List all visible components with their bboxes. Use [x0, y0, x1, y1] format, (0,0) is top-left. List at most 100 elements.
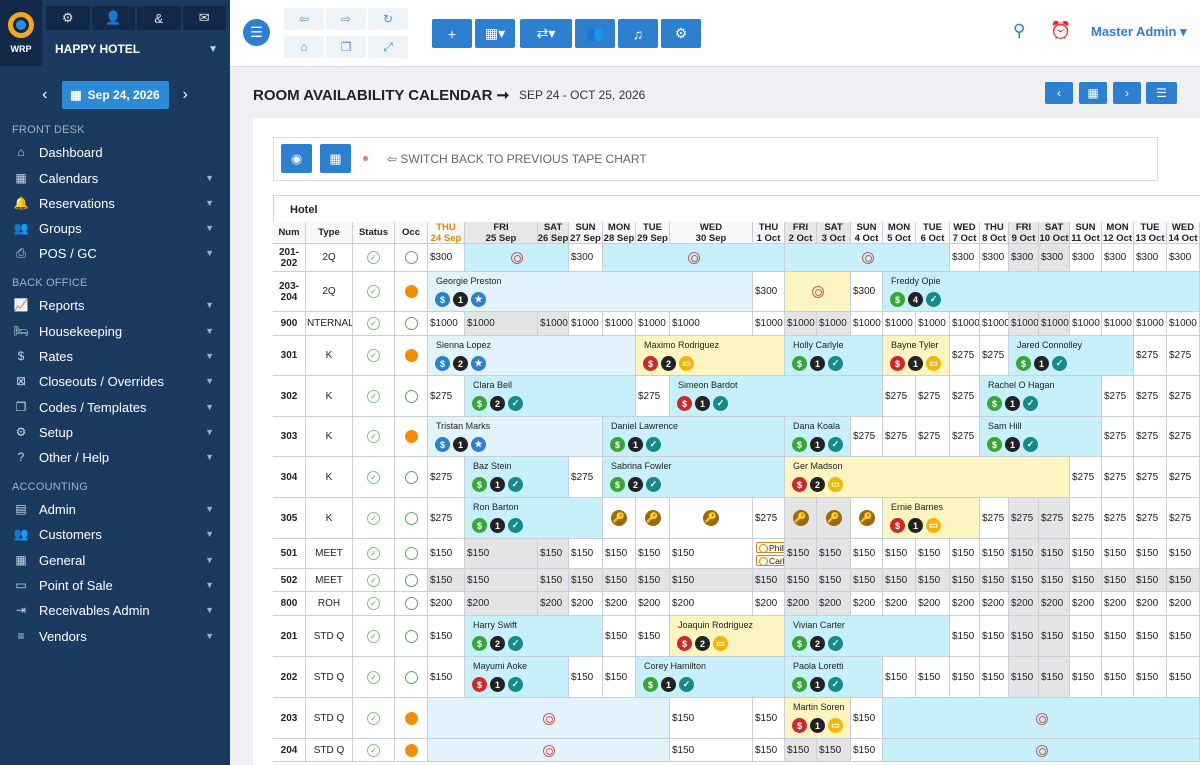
room-number[interactable]: 304: [273, 457, 306, 498]
copy-icon[interactable]: ❐: [326, 36, 366, 58]
reservation-block[interactable]: Tristan Marks $1 ★: [428, 417, 603, 457]
day-cell[interactable]: $150: [950, 539, 980, 569]
day-cell[interactable]: $150: [785, 569, 817, 592]
day-cell[interactable]: $300: [1039, 244, 1070, 272]
day-cell[interactable]: $275: [916, 376, 950, 417]
day-cell[interactable]: $150: [1009, 657, 1039, 698]
reservation-block[interactable]: Mayumi Aoke $1 ✓: [465, 657, 569, 698]
day-cell[interactable]: $150: [1134, 569, 1167, 592]
switch-back-link[interactable]: ⇦ SWITCH BACK TO PREVIOUS TAPE CHART: [387, 152, 647, 166]
day-cell[interactable]: $275: [1167, 498, 1200, 539]
day-cell[interactable]: $150: [950, 657, 980, 698]
day-cell[interactable]: $150: [1102, 657, 1134, 698]
day-cell[interactable]: $200: [465, 592, 538, 616]
linked-block[interactable]: [785, 272, 851, 312]
day-cell[interactable]: $200: [1009, 592, 1039, 616]
day-cell[interactable]: $1000: [1102, 312, 1134, 336]
room-number[interactable]: 301: [273, 336, 306, 376]
day-cell[interactable]: $150: [785, 739, 817, 762]
room-number[interactable]: 303: [273, 417, 306, 457]
linked-block[interactable]: [883, 698, 1200, 739]
day-cell[interactable]: $150: [1167, 657, 1200, 698]
day-cell[interactable]: $150: [1009, 539, 1039, 569]
day-cell[interactable]: $150: [883, 539, 916, 569]
day-cell[interactable]: $150: [1167, 569, 1200, 592]
day-cell[interactable]: $275: [1102, 498, 1134, 539]
room-number[interactable]: 502: [273, 569, 306, 592]
day-cell[interactable]: $275: [1070, 457, 1102, 498]
add-user-icon[interactable]: 👤: [91, 6, 135, 30]
col-header-occ[interactable]: Occ: [395, 222, 428, 244]
sidebar-item-reports[interactable]: 📈 Reports ▼: [0, 294, 230, 316]
prev-date-icon[interactable]: ‹: [42, 86, 48, 103]
day-cell[interactable]: $275: [753, 498, 785, 539]
day-cell[interactable]: $275: [569, 457, 603, 498]
day-cell[interactable]: $150: [428, 539, 465, 569]
day-cell[interactable]: $300: [753, 272, 785, 312]
day-cell[interactable]: $150: [569, 539, 603, 569]
day-cell[interactable]: $1000: [817, 312, 851, 336]
day-cell[interactable]: $1000: [538, 312, 569, 336]
day-cell[interactable]: $150: [851, 569, 883, 592]
next-period-button[interactable]: ›: [1113, 82, 1141, 104]
day-cell[interactable]: $275: [883, 417, 916, 457]
housekeeping-button[interactable]: ♫: [618, 19, 658, 48]
day-cell[interactable]: $150: [1039, 616, 1070, 657]
calendar-view-button[interactable]: ▦: [320, 144, 351, 173]
day-cell[interactable]: $275: [883, 376, 916, 417]
day-cell[interactable]: $150: [428, 569, 465, 592]
room-status[interactable]: ✓: [353, 739, 395, 762]
day-cell[interactable]: $150: [670, 569, 753, 592]
day-cell[interactable]: $150: [465, 539, 538, 569]
reservation-block[interactable]: Dana Koala $1 ✓: [785, 417, 851, 457]
day-cell[interactable]: $150: [636, 569, 670, 592]
room-status[interactable]: ✓: [353, 312, 395, 336]
day-cell[interactable]: $150: [916, 657, 950, 698]
day-cell[interactable]: $275: [1102, 457, 1134, 498]
day-cell[interactable]: $150: [603, 539, 636, 569]
day-cell[interactable]: $200: [1167, 592, 1200, 616]
day-cell[interactable]: $275: [1134, 457, 1167, 498]
room-status[interactable]: ✓: [353, 457, 395, 498]
reservation-block[interactable]: Georgie Preston $1 ★: [428, 272, 753, 312]
reservation-block[interactable]: Sienna Lopez $2 ★: [428, 336, 636, 376]
sidebar-item-groups[interactable]: 👥 Groups ▼: [0, 217, 230, 239]
day-cell[interactable]: $200: [980, 592, 1009, 616]
room-status[interactable]: ✓: [353, 616, 395, 657]
room-number[interactable]: 202: [273, 657, 306, 698]
room-status[interactable]: ✓: [353, 272, 395, 312]
day-cell[interactable]: $200: [753, 592, 785, 616]
day-cell[interactable]: $150: [1102, 616, 1134, 657]
room-status[interactable]: ✓: [353, 498, 395, 539]
day-cell[interactable]: $275: [1009, 498, 1039, 539]
day-cell[interactable]: $150: [883, 657, 916, 698]
sidebar-item-point-of-sale[interactable]: ▭ Point of Sale ▼: [0, 574, 230, 596]
linked-block[interactable]: [428, 698, 670, 739]
day-cell[interactable]: $150: [950, 616, 980, 657]
day-cell[interactable]: $150: [1039, 539, 1070, 569]
room-number[interactable]: 305: [273, 498, 306, 539]
day-cell[interactable]: $275: [428, 498, 465, 539]
user-menu[interactable]: Master Admin ▾: [1091, 24, 1187, 39]
day-cell[interactable]: $275: [980, 336, 1009, 376]
sidebar-item-pos-gc[interactable]: ⎙ POS / GC ▼: [0, 242, 230, 264]
add-button[interactable]: +: [432, 19, 472, 48]
day-cell[interactable]: $1000: [1167, 312, 1200, 336]
maintenance-cell[interactable]: 🔑: [603, 498, 636, 539]
linked-block[interactable]: [883, 739, 1200, 762]
room-number[interactable]: 201- 202: [273, 244, 306, 272]
reservation-block[interactable]: Daniel Lawrence $1 ✓: [603, 417, 785, 457]
day-cell[interactable]: $200: [670, 592, 753, 616]
transfer-dropdown-button[interactable]: ⇄▾: [520, 19, 572, 48]
reservation-block[interactable]: Corey Hamilton $1 ✓: [636, 657, 785, 698]
day-cell[interactable]: $150: [1070, 569, 1102, 592]
day-cell[interactable]: $150: [817, 539, 851, 569]
room-status[interactable]: ✓: [353, 698, 395, 739]
day-cell[interactable]: $150: [950, 569, 980, 592]
day-cell[interactable]: $275: [950, 336, 980, 376]
room-number[interactable]: 201: [273, 616, 306, 657]
day-cell[interactable]: $150: [851, 539, 883, 569]
day-cell[interactable]: $150: [817, 569, 851, 592]
sidebar-item-vendors[interactable]: ≡ Vendors ▼: [0, 625, 230, 647]
day-cell[interactable]: $150: [1009, 616, 1039, 657]
